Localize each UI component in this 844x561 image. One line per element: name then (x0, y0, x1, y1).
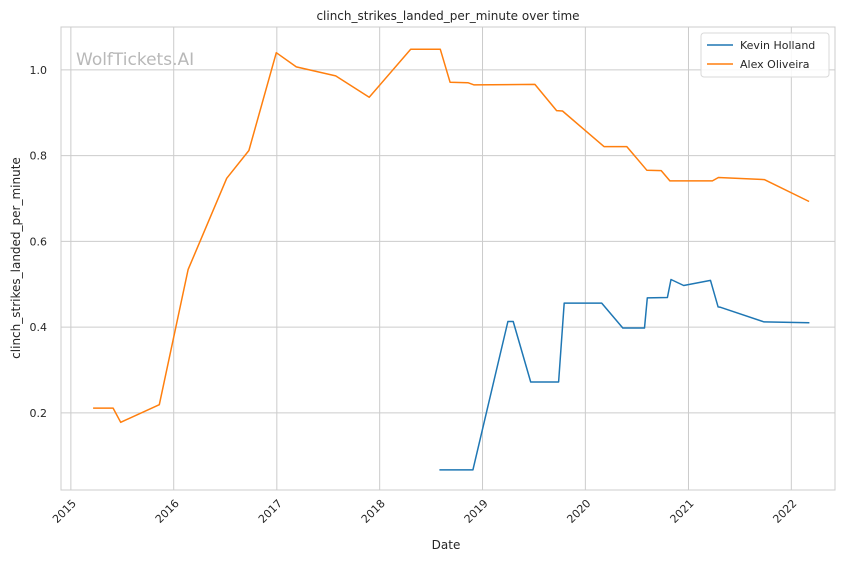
x-tick-label: 2021 (668, 497, 697, 526)
chart-title: clinch_strikes_landed_per_minute over ti… (316, 9, 579, 23)
plot-background (61, 27, 835, 490)
legend: Kevin Holland Alex Oliveira (700, 32, 830, 78)
y-tick-label: 1.0 (30, 64, 48, 77)
y-tick-label: 0.2 (30, 407, 48, 420)
x-tick-label: 2017 (256, 497, 285, 526)
x-axis-label: Date (432, 538, 461, 552)
x-tick-label: 2020 (564, 497, 593, 526)
x-tick-label: 2019 (462, 497, 491, 526)
x-tick-label: 2018 (359, 497, 388, 526)
legend-box (700, 32, 830, 78)
series-layer (93, 48, 810, 471)
y-tick-label: 0.8 (30, 150, 48, 163)
legend-label: Kevin Holland (740, 39, 815, 52)
plot-frame (60, 26, 836, 491)
x-tick-label: 2016 (153, 497, 182, 526)
watermark: WolfTickets.AI (76, 50, 194, 70)
x-tick-label: 2015 (50, 497, 79, 526)
series-line-0 (439, 278, 810, 471)
series-line-1 (93, 48, 810, 424)
legend-label: Alex Oliveira (740, 58, 810, 71)
x-ticks: 2015 2016 2017 2018 2019 2020 2021 2022 (50, 497, 799, 526)
y-ticks: 0.2 0.4 0.6 0.8 1.0 (30, 64, 48, 420)
y-tick-label: 0.6 (30, 235, 48, 248)
y-axis-label: clinch_strikes_landed_per_minute (9, 157, 23, 359)
x-tick-label: 2022 (770, 497, 799, 526)
y-tick-label: 0.4 (30, 321, 48, 334)
